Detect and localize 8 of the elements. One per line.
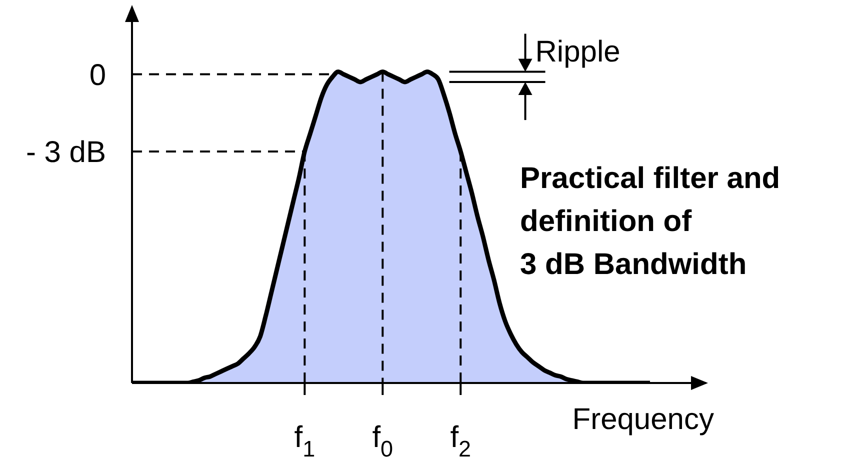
ref-line-label: Ripple <box>535 36 620 69</box>
y-tick-label: 0 <box>89 58 106 92</box>
annotation: Practical filter and definition of 3 dB Bandwidth <box>520 162 780 281</box>
x-tick-label: f$_{2}$ <box>450 421 472 461</box>
y-tick-label: - 3 dB <box>26 136 106 170</box>
x-axis-title: Frequency <box>572 403 714 436</box>
x-tick-label: f$_{0}$ <box>372 421 394 461</box>
x-tick-label: f$_{1}$ <box>294 421 316 461</box>
